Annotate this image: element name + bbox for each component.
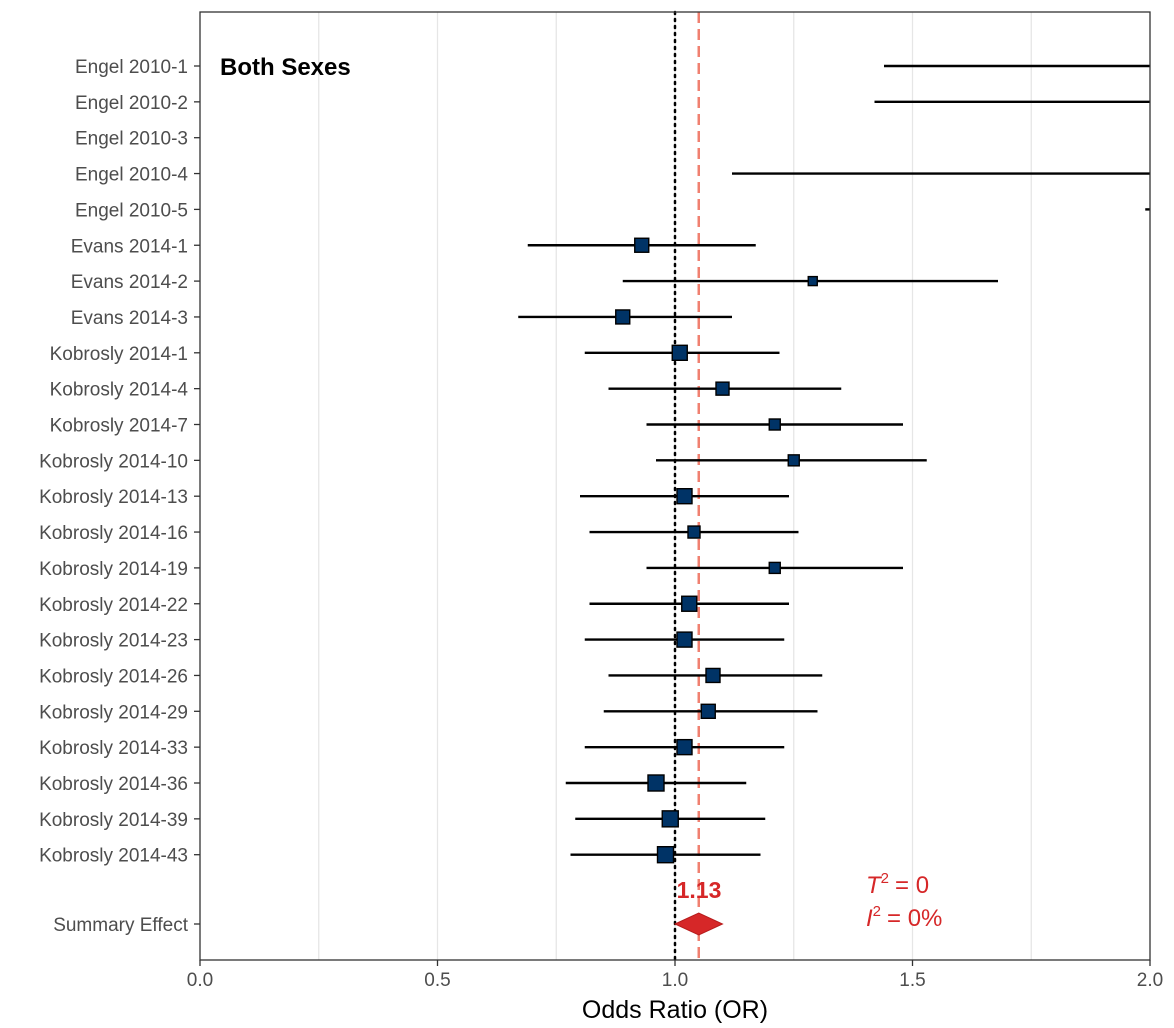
summary-diamond [673,912,724,936]
study-marker [615,309,631,325]
i-symbol: I [866,905,873,932]
grid-lines [318,12,1032,960]
study-label: Kobrosly 2014-26 [39,666,188,687]
study-marker [715,381,730,396]
x-tick-label: 0.0 [187,970,213,991]
study-label: Engel 2010-1 [75,57,188,78]
panel-title: Both Sexes [220,54,351,81]
study-marker [671,344,688,361]
study-marker [768,418,781,431]
i-value: = 0% [887,905,942,932]
x-axis-title: Odds Ratio (OR) [582,996,768,1024]
study-marker [661,810,679,828]
i-squared-annotation: I2 = 0% [866,903,942,932]
study-marker [705,667,721,684]
study-label: Kobrosly 2014-39 [39,810,188,831]
study-marker [768,561,781,575]
study-label: Evans 2014-3 [71,308,188,329]
study-label: Kobrosly 2014-16 [39,523,188,544]
i-superscript: 2 [873,903,881,920]
study-label: Kobrosly 2014-29 [39,702,188,723]
study-marker [687,525,701,539]
study-label: Engel 2010-3 [75,129,188,150]
study-label: Kobrosly 2014-1 [50,344,188,365]
study-label: Kobrosly 2014-43 [39,846,188,867]
x-tick-label: 2.0 [1137,970,1163,991]
study-marker [634,237,650,253]
x-tick-label: 1.5 [899,970,925,991]
study-label: Engel 2010-5 [75,200,188,221]
study-marker [676,738,693,756]
summary-estimate-label: 1.13 [677,877,722,903]
study-marker [647,774,665,792]
study-label: Kobrosly 2014-22 [39,595,188,616]
study-marker [676,631,693,648]
study-label: Kobrosly 2014-4 [50,380,189,401]
study-label: Kobrosly 2014-10 [39,451,188,472]
study-marker [807,275,818,287]
study-marker [700,703,716,719]
x-tick-label: 0.5 [424,970,450,991]
study-label: Engel 2010-4 [75,165,188,186]
study-marker [787,454,800,467]
study-label: Kobrosly 2014-36 [39,774,188,795]
study-label: Kobrosly 2014-23 [39,631,188,652]
confidence-intervals [518,64,1150,856]
x-axis-ticks: 0.0 0.5 1.0 1.5 2.0 [187,960,1163,991]
study-marker [656,846,675,864]
study-label: Evans 2014-1 [71,236,188,257]
summary-label: Summary Effect [53,915,189,936]
study-label: Kobrosly 2014-7 [50,416,188,437]
study-marker [681,595,698,612]
study-markers [615,237,818,936]
study-label: Evans 2014-2 [71,272,188,293]
tau-superscript: 2 [881,870,889,887]
study-label: Kobrosly 2014-33 [39,738,188,759]
reference-lines [673,10,700,962]
study-marker [676,488,693,505]
study-labels: Engel 2010-1 Engel 2010-2 Engel 2010-3 Enge… [39,57,200,936]
study-label: Engel 2010-2 [75,93,188,114]
tau-symbol: T [866,872,883,899]
study-label: Kobrosly 2014-19 [39,559,188,580]
study-label: Kobrosly 2014-13 [39,487,188,508]
x-tick-label: 1.0 [662,970,688,991]
tau-value: = 0 [895,872,929,899]
tau-squared-annotation: T2 = 0 [866,870,929,899]
